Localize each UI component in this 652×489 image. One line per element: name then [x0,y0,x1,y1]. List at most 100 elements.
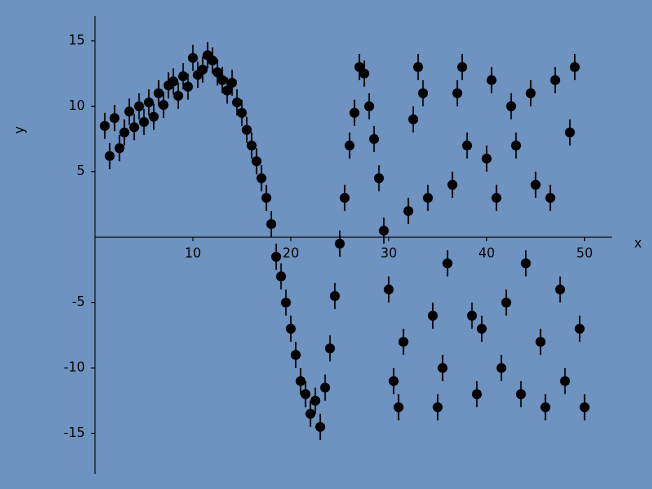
data-point [506,101,517,112]
data-point [99,120,110,131]
data-point [560,376,570,387]
data-point [501,297,512,308]
x-tick-label: 40 [478,247,495,262]
data-point [388,376,399,387]
data-point [271,251,282,262]
data-point [178,71,189,82]
data-point [241,124,252,135]
data-point [418,88,429,99]
data-point [183,81,194,92]
data-point [466,310,477,321]
x-tick-label: 50 [576,247,593,262]
data-point [471,389,482,400]
data-point [222,85,233,96]
data-point [339,192,350,203]
data-point [227,77,238,88]
data-point [207,55,218,66]
data-point [403,205,414,216]
data-point [550,75,561,86]
data-point [246,140,257,151]
data-point [511,140,522,151]
data-point [300,389,311,400]
data-point [212,67,223,78]
data-point [408,114,419,125]
data-point [295,376,306,387]
data-point [276,271,287,282]
x-axis-label: x [634,237,642,252]
y-tick-label: 10 [68,99,85,114]
data-point [564,127,575,138]
data-point [491,192,502,203]
data-point [148,111,159,122]
data-point [442,258,453,269]
data-point [266,219,277,230]
data-point [124,106,135,117]
data-point [432,402,443,413]
data-point [334,238,345,249]
data-point [540,402,551,413]
data-point [158,99,169,110]
data-point [530,179,541,190]
data-point [398,336,409,347]
x-tick-label: 20 [283,247,300,262]
y-tick-label: 5 [77,164,85,179]
y-tick-label: -5 [72,295,85,310]
data-point [344,140,355,151]
data-point [359,68,370,79]
data-point [383,284,394,295]
data-point [168,76,179,87]
y-tick-label: -15 [64,426,85,441]
data-point [378,225,389,236]
data-point [109,113,120,124]
data-point [261,192,272,203]
data-point [104,151,115,162]
data-point [129,122,140,133]
data-point [320,382,331,393]
data-point [114,143,125,154]
data-point [290,349,301,360]
data-point [329,291,340,302]
y-tick-label: -10 [64,361,85,376]
data-point [569,62,580,73]
data-point [437,363,448,374]
data-point [325,343,335,354]
data-point [452,88,463,99]
data-point [119,127,130,138]
data-point [486,75,497,86]
data-point [574,323,585,334]
data-point [579,402,590,413]
data-point [393,402,404,413]
data-point [462,140,473,151]
data-point [545,192,556,203]
data-point [305,408,316,419]
data-point [173,90,184,101]
data-point [197,64,208,75]
data-point [310,395,321,406]
data-point [369,134,380,145]
data-point [447,179,458,190]
data-point [525,88,536,99]
data-point [187,52,198,63]
data-point [427,310,438,321]
data-point [285,323,296,334]
data-point [457,62,468,73]
data-point [217,75,228,86]
y-axis-label: y [13,126,28,134]
data-point [134,101,145,112]
data-point [138,116,149,127]
data-point [231,97,242,108]
data-point [535,336,546,347]
data-point [349,107,360,118]
data-point [251,156,262,167]
data-point [555,284,566,295]
data-point [476,323,487,334]
data-point [422,192,433,203]
data-point [496,363,507,374]
data-point [520,258,531,269]
data-point [143,97,154,108]
data-point [373,173,384,184]
data-point [481,153,492,164]
data-point [256,173,267,184]
